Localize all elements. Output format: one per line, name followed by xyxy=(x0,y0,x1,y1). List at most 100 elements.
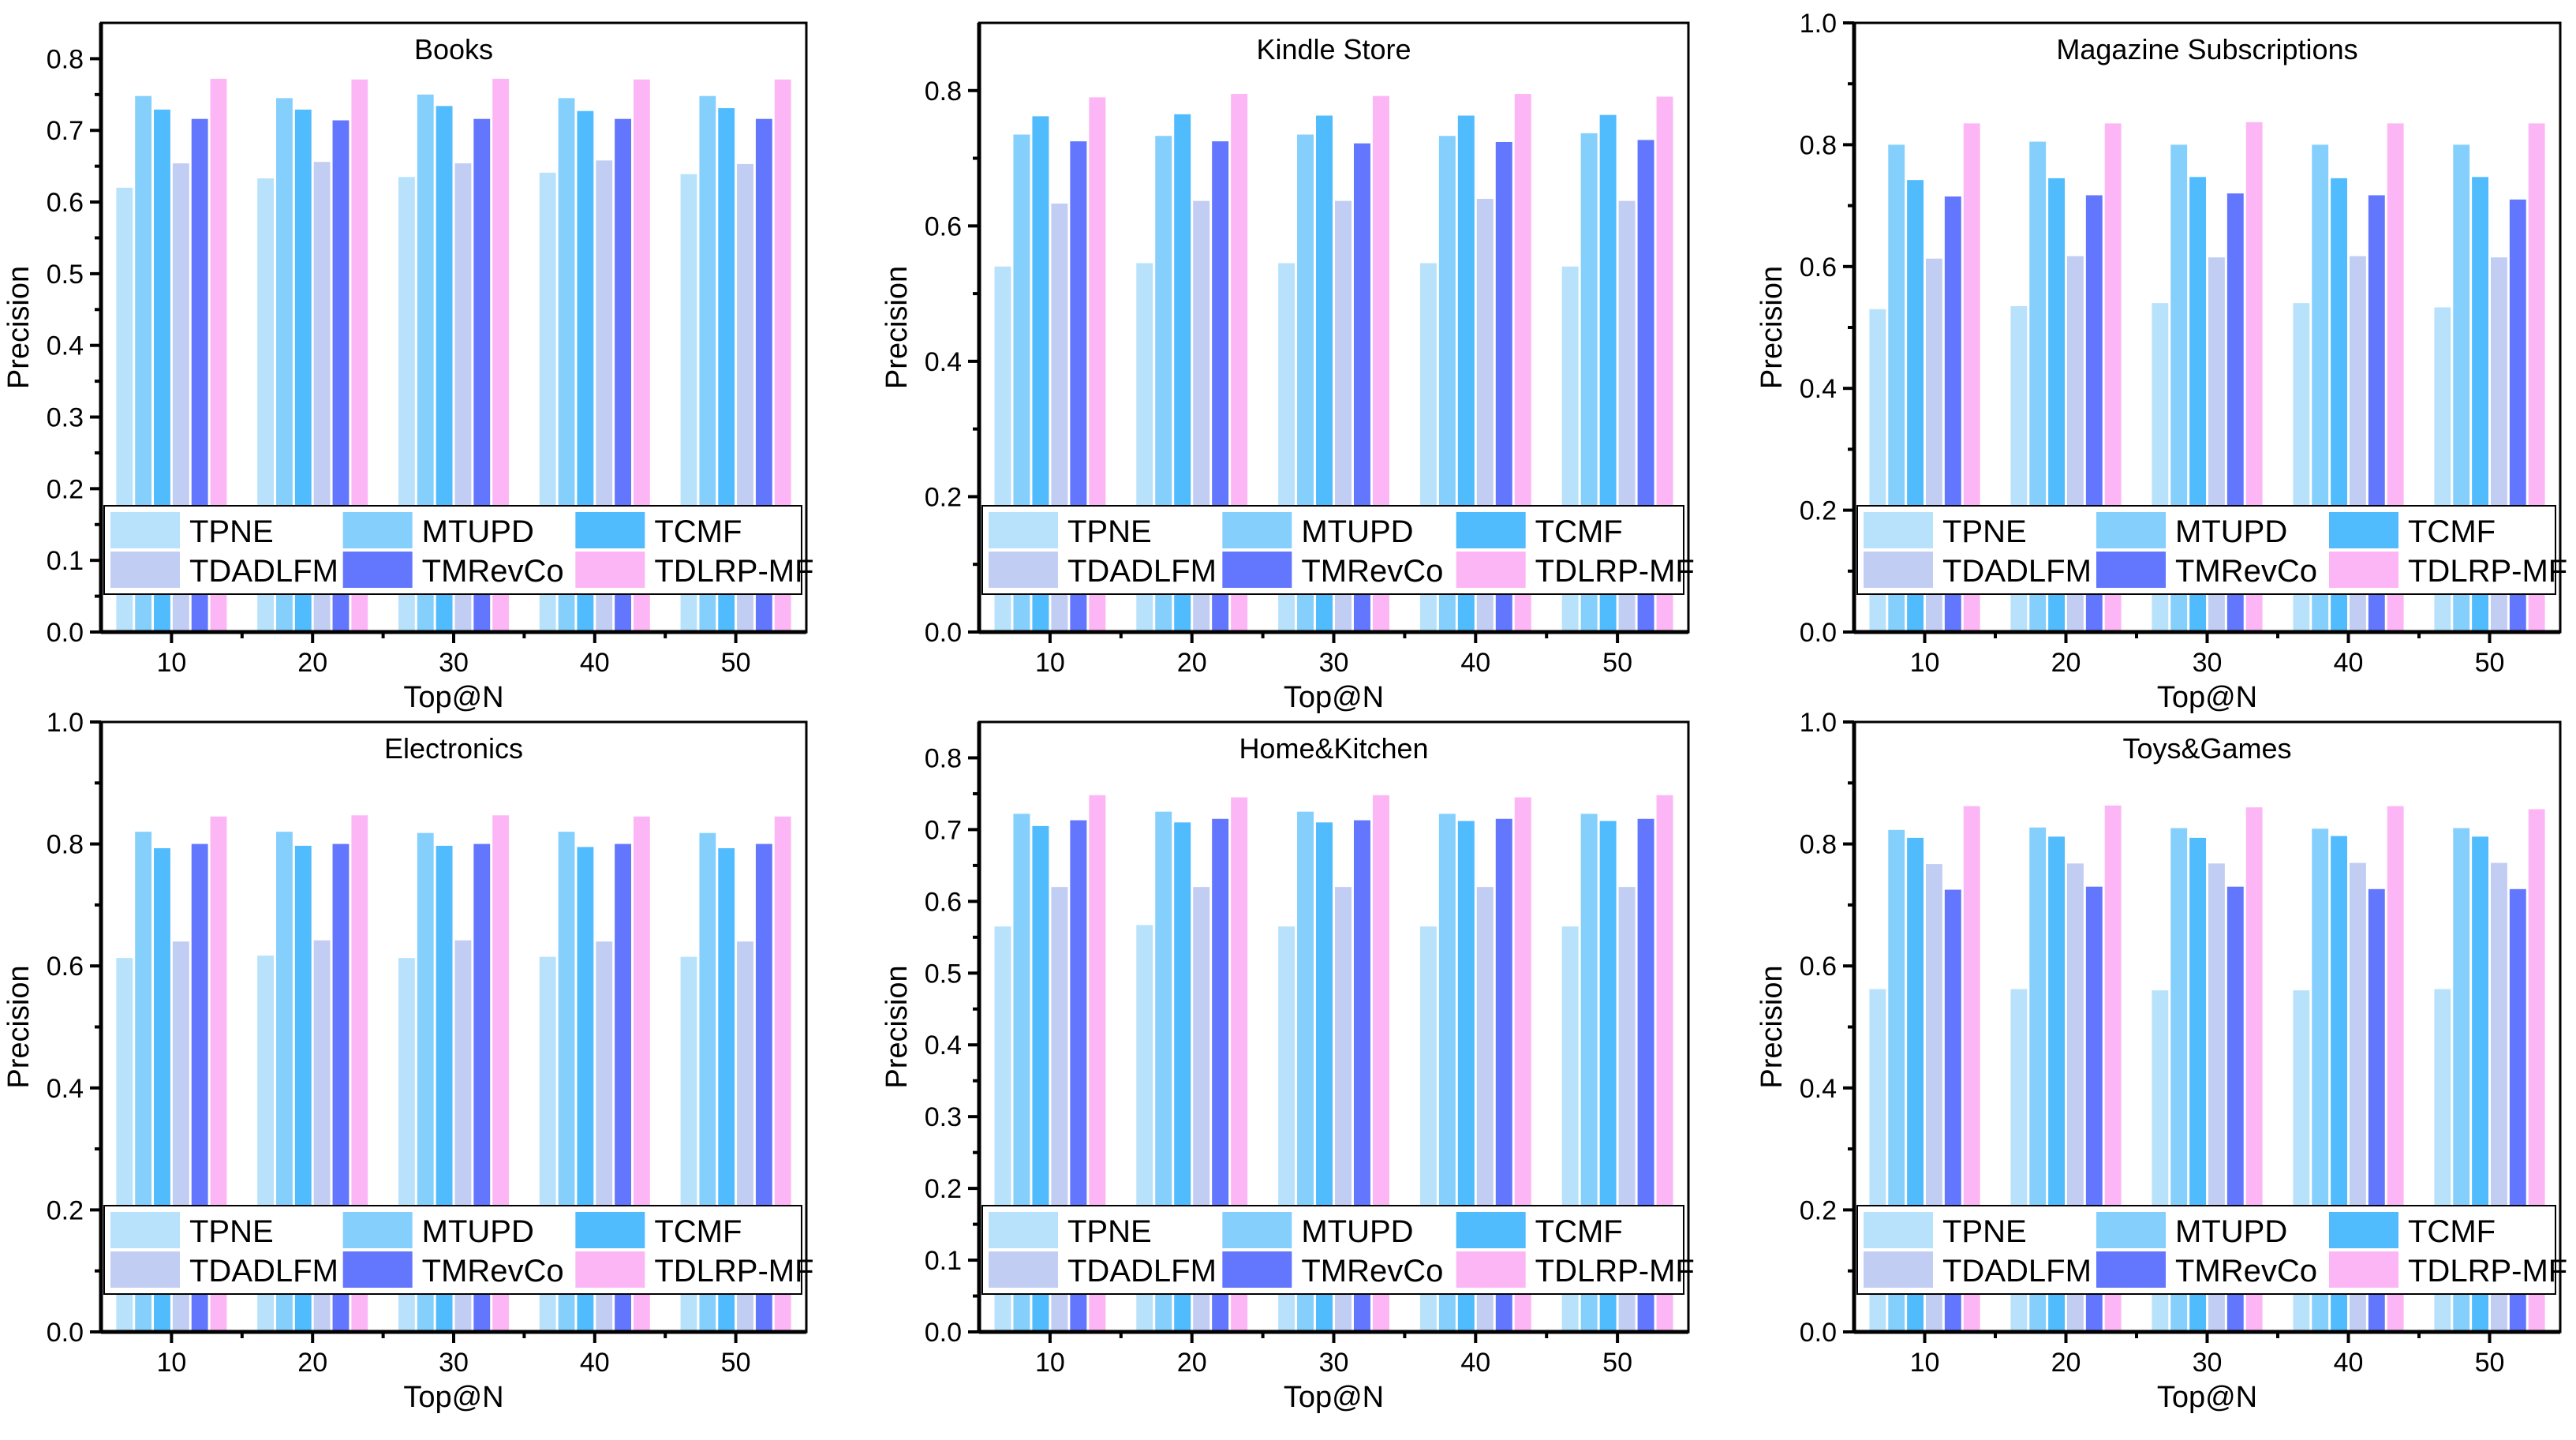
y-tick-label: 0.4 xyxy=(925,1030,962,1060)
legend-label: TCMF xyxy=(2408,514,2496,549)
bar xyxy=(1353,820,1370,1332)
bar xyxy=(633,816,650,1332)
legend-label: TMRevCo xyxy=(1301,554,1443,589)
x-tick-label: 50 xyxy=(721,1348,751,1378)
legend-swatch xyxy=(2329,512,2398,548)
legend-label: TDLRP-MF xyxy=(2408,1254,2567,1289)
legend-swatch xyxy=(2096,1251,2166,1288)
bar xyxy=(1656,96,1673,632)
bar xyxy=(1212,818,1229,1332)
y-tick-label: 0.1 xyxy=(925,1246,962,1276)
legend-swatch xyxy=(110,552,180,588)
bar xyxy=(2245,122,2263,632)
x-tick-label: 30 xyxy=(1319,1348,1349,1378)
legend-swatch xyxy=(342,1251,413,1288)
bar xyxy=(1514,94,1531,633)
legend-label: MTUPD xyxy=(2175,514,2287,549)
legend-label: TDLRP-MF xyxy=(2408,554,2567,589)
legend-label: MTUPD xyxy=(422,514,534,549)
chart-title: Magazine Subscriptions xyxy=(2056,33,2357,65)
y-axis-label: Precision xyxy=(880,965,914,1088)
bar xyxy=(1155,811,1172,1332)
y-tick-label: 0.2 xyxy=(925,482,962,512)
bar xyxy=(1963,806,1980,1332)
legend-label: TPNE xyxy=(1067,514,1152,549)
legend-label: TPNE xyxy=(189,1214,274,1249)
bar xyxy=(1316,115,1333,632)
bar xyxy=(1580,814,1598,1332)
legend-swatch xyxy=(1864,512,1933,548)
y-tick-label: 1.0 xyxy=(1800,9,1837,39)
y-axis-label: Precision xyxy=(1755,965,1789,1088)
y-tick-label: 0.2 xyxy=(1800,1195,1837,1225)
y-tick-label: 0.8 xyxy=(925,77,962,107)
y-tick-label: 0.8 xyxy=(47,830,84,860)
legend-box xyxy=(981,505,1684,595)
x-tick-label: 50 xyxy=(721,648,751,678)
legend-label: TPNE xyxy=(1067,1214,1152,1249)
legend-label: TDLRP-MF xyxy=(654,554,813,589)
legend-label: TDADLFM xyxy=(189,1254,338,1289)
y-tick-label: 0.8 xyxy=(925,743,962,773)
x-tick-label: 20 xyxy=(1177,1348,1207,1378)
legend-swatch xyxy=(342,512,413,548)
legend-swatch xyxy=(2096,552,2166,588)
y-tick-label: 0.8 xyxy=(1800,130,1837,160)
y-tick-label: 0.3 xyxy=(47,403,84,433)
bar xyxy=(1599,821,1617,1332)
legend-label: TCMF xyxy=(654,514,742,549)
bar xyxy=(2104,123,2122,632)
y-tick-label: 0.2 xyxy=(925,1174,962,1204)
legend-label: TPNE xyxy=(1942,514,2027,549)
legend-label: TMRevCo xyxy=(1301,1254,1443,1289)
legend-swatch xyxy=(575,512,645,548)
bar xyxy=(492,78,510,633)
legend-label: TPNE xyxy=(189,514,274,549)
legend-label: TMRevCo xyxy=(2175,554,2317,589)
bar xyxy=(2528,123,2545,632)
bar xyxy=(332,120,350,632)
legend-box xyxy=(981,1205,1684,1295)
y-tick-label: 0.4 xyxy=(925,347,962,377)
y-tick-label: 0.2 xyxy=(47,474,84,504)
x-tick-label: 40 xyxy=(2334,1348,2364,1378)
legend-swatch xyxy=(1456,1251,1526,1288)
y-tick-label: 0.4 xyxy=(1800,1074,1837,1104)
bar xyxy=(615,118,631,632)
bar xyxy=(276,98,293,633)
legend-swatch xyxy=(1456,1212,1526,1248)
y-tick-label: 0.4 xyxy=(1800,374,1837,404)
legend-label: TCMF xyxy=(654,1214,742,1249)
y-tick-label: 0.0 xyxy=(1800,1318,1837,1348)
y-tick-label: 0.3 xyxy=(925,1102,962,1132)
legend-label: TDLRP-MF xyxy=(1535,1254,1695,1289)
legend-box xyxy=(103,505,802,595)
x-tick-label: 40 xyxy=(1460,1348,1490,1378)
legend-swatch xyxy=(989,1251,1058,1288)
chart-title: Books xyxy=(414,33,493,65)
bar xyxy=(294,109,312,632)
legend-label: MTUPD xyxy=(422,1214,534,1249)
chart-panel: 10 20 30 40 50 0.0 0.1 0.2 0.3 0.4 0.5 0.6 0.7 0.8 TPN… xyxy=(2,21,814,714)
bar xyxy=(436,106,453,633)
y-tick-label: 0.6 xyxy=(47,952,84,982)
legend-label: TDADLFM xyxy=(1942,1254,2092,1289)
x-tick-label: 50 xyxy=(2475,1348,2505,1378)
legend-swatch xyxy=(1222,512,1292,548)
bar xyxy=(755,118,772,632)
legend-swatch xyxy=(2096,512,2166,548)
x-tick-label: 40 xyxy=(2334,648,2364,678)
y-tick-label: 0.2 xyxy=(47,1195,84,1225)
legend-swatch xyxy=(989,512,1058,548)
bar xyxy=(492,815,510,1332)
bar xyxy=(1316,822,1333,1332)
bar xyxy=(699,95,716,632)
bar xyxy=(774,816,791,1332)
y-tick-label: 0.7 xyxy=(47,116,84,146)
legend-label: TDADLFM xyxy=(1067,1254,1217,1289)
y-tick-label: 0.0 xyxy=(1800,618,1837,648)
x-tick-label: 30 xyxy=(1319,648,1349,678)
y-tick-label: 0.0 xyxy=(925,618,962,648)
y-axis-label: Precision xyxy=(2,965,36,1088)
